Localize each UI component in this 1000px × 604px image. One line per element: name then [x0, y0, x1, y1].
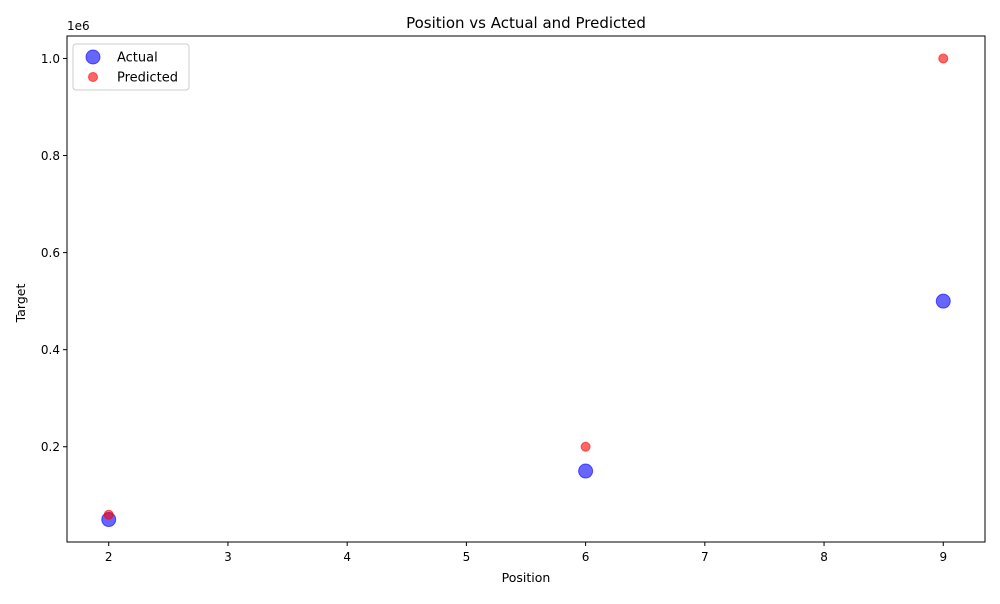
point-predicted-2: [938, 53, 949, 64]
x-axis-label: Position: [502, 570, 551, 585]
legend-label-actual: Actual: [117, 51, 158, 66]
x-tick-label: 9: [939, 550, 947, 564]
plot-frame: [66, 35, 986, 543]
axes-layer: [66, 35, 986, 543]
point-actual-1: [578, 463, 594, 479]
x-tick-label: 3: [224, 550, 232, 564]
y-tick-label: 0.6: [41, 246, 60, 260]
legend: Actual Predicted: [72, 43, 190, 91]
legend-label-predicted: Predicted: [117, 71, 178, 86]
legend-frame: [72, 43, 190, 91]
x-tick-label: 5: [463, 550, 471, 564]
ticks-layer: 2 3 4 5 6 7 8 9 0.2 0.4 0.6 0.8 1.0: [41, 52, 947, 564]
x-tick-label: 2: [105, 550, 113, 564]
point-actual-2: [935, 293, 951, 309]
x-tick-label: 4: [343, 550, 351, 564]
y-axis-label: Target: [13, 284, 28, 324]
x-tick-label: 8: [820, 550, 828, 564]
y-tick-label: 1.0: [41, 52, 60, 66]
point-predicted-0: [103, 509, 114, 520]
points-layer: [101, 53, 951, 528]
legend-marker-predicted: [88, 72, 98, 82]
chart-title: Position vs Actual and Predicted: [406, 14, 646, 32]
legend-marker-actual: [85, 49, 101, 65]
x-tick-label: 7: [701, 550, 709, 564]
x-tick-label: 6: [582, 550, 590, 564]
y-tick-label: 0.8: [41, 149, 60, 163]
point-predicted-1: [580, 441, 591, 452]
y-axis-offset-text: 1e6: [67, 19, 90, 33]
y-tick-label: 0.2: [41, 440, 60, 454]
y-tick-label: 0.4: [41, 343, 60, 357]
